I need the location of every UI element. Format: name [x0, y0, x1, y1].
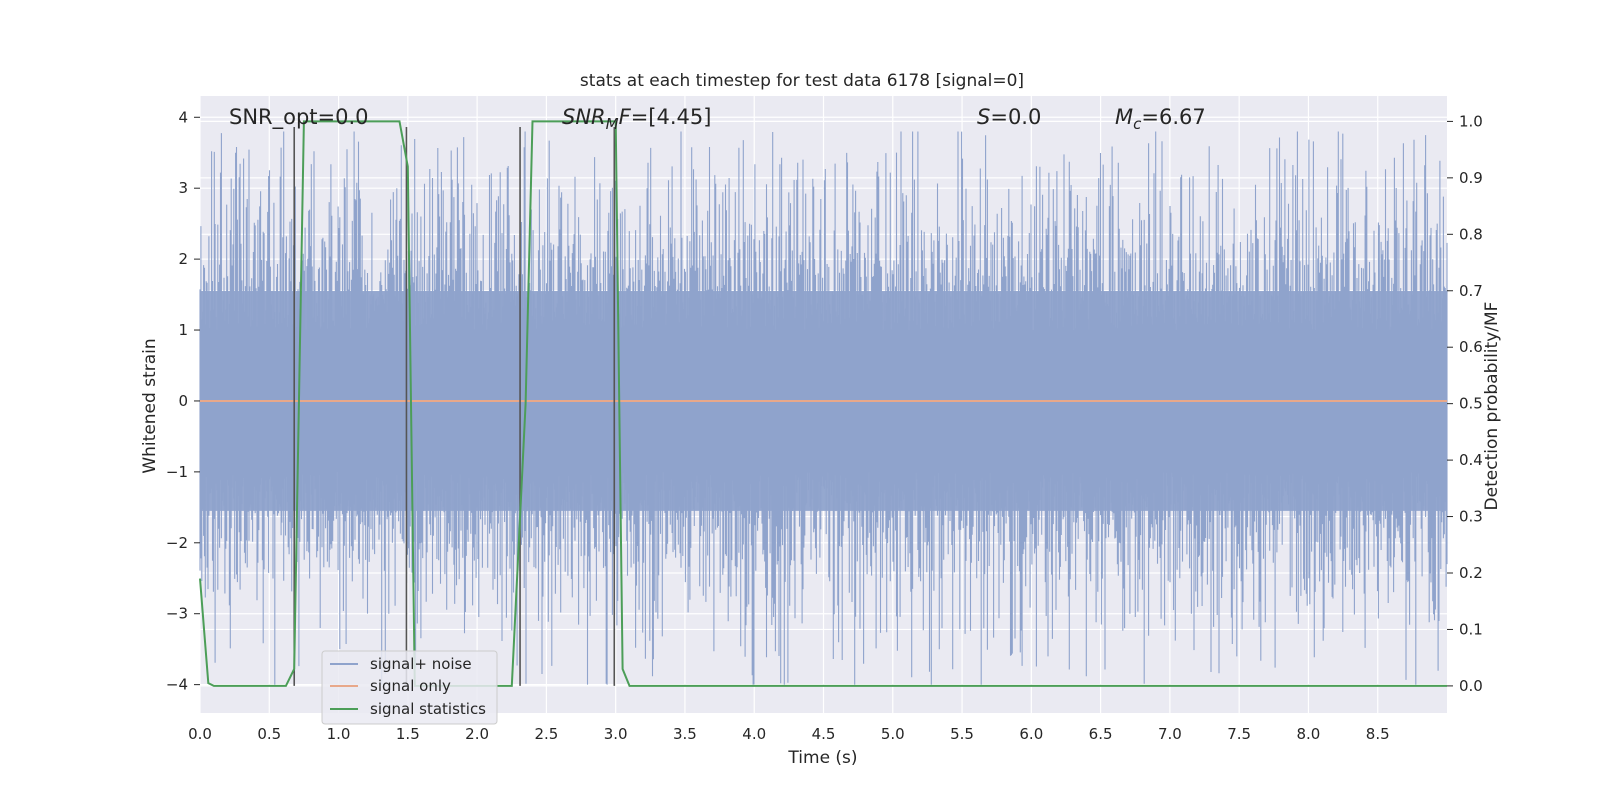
y2-axis-ticks: 1.0 0.9 0.8 0.7 0.6 0.5 0.4 0.3 0.2 0.1 0.0 — [1447, 112, 1483, 695]
y-tick-label: 1 — [178, 321, 188, 339]
vertical-markers — [293, 127, 616, 686]
y-axis-label: Whitened strain — [140, 338, 160, 473]
y2-tick-label: 0.4 — [1459, 451, 1483, 469]
y2-tick-label: 0.1 — [1459, 620, 1483, 638]
annotation-part: =0.0 — [990, 105, 1041, 129]
x-tick-label: 0.0 — [188, 725, 212, 743]
x-tick-label: 7.0 — [1158, 725, 1182, 743]
x-tick-label: 3.0 — [604, 725, 628, 743]
x-tick-label: 5.5 — [950, 725, 974, 743]
x-tick-label: 7.5 — [1227, 725, 1251, 743]
y2-tick-label: 0.9 — [1459, 169, 1483, 187]
annotation-part: M — [1115, 105, 1133, 129]
annotation-snr-mf: SNRMF=[4.45] — [562, 105, 711, 133]
annotation-chirp-mass: Mc=6.67 — [1115, 105, 1206, 133]
annotation-part: =6.67 — [1141, 105, 1205, 129]
annotation-part: M — [606, 115, 619, 133]
x-tick-label: 6.0 — [1019, 725, 1043, 743]
y2-tick-label: 0.7 — [1459, 282, 1483, 300]
legend: signal+ noise signal only signal statist… — [321, 650, 498, 725]
annotation-part: F — [619, 105, 632, 129]
x-tick-label: 4.0 — [742, 725, 766, 743]
annotation-s-statistic: S=0.0 — [977, 105, 1041, 129]
x-tick-label: 8.5 — [1366, 725, 1390, 743]
x-tick-label: 8.0 — [1297, 725, 1321, 743]
x-tick-label: 2.5 — [534, 725, 558, 743]
signal-statistics-line — [199, 120, 1447, 687]
annotation-part: =[4.45] — [631, 105, 712, 129]
x-tick-label: 0.5 — [257, 725, 281, 743]
y2-tick-label: 1.0 — [1459, 112, 1483, 130]
x-tick-label: 4.5 — [812, 725, 836, 743]
annotation-part: c — [1133, 115, 1142, 133]
y2-tick-label: 0.6 — [1459, 338, 1483, 356]
y-tick-label: 2 — [178, 250, 188, 268]
legend-label-signal-noise: signal+ noise — [370, 655, 472, 673]
x-tick-label: 1.5 — [396, 725, 420, 743]
y2-tick-label: 0.0 — [1459, 677, 1483, 695]
annotation-part: S — [977, 105, 990, 129]
y2-tick-label: 0.8 — [1459, 225, 1483, 243]
x-tick-label: 1.0 — [327, 725, 351, 743]
y-tick-label: −1 — [166, 463, 188, 481]
legend-label-signal-statistics: signal statistics — [370, 700, 486, 718]
chart-title: stats at each timestep for test data 617… — [580, 71, 1024, 91]
annotation-part: SNR — [562, 105, 606, 129]
y-tick-label: −4 — [166, 676, 188, 694]
y2-tick-label: 0.3 — [1459, 508, 1483, 526]
y-tick-label: 0 — [178, 392, 188, 410]
annotation-part: SNR_opt=0.0 — [229, 105, 369, 130]
x-tick-label: 3.5 — [673, 725, 697, 743]
legend-label-signal-only: signal only — [370, 677, 451, 695]
y2-axis-label: Detection probability/MF — [1482, 302, 1502, 511]
y2-tick-label: 0.2 — [1459, 564, 1483, 582]
x-axis-ticks: 0.0 0.5 1.0 1.5 2.0 2.5 3.0 3.5 4.0 4.5 5.0 5.5 6.0 6… — [188, 725, 1390, 743]
y-axis-ticks: 4 3 2 1 0 −1 −2 −3 −4 — [166, 108, 200, 694]
y-tick-label: 3 — [178, 179, 188, 197]
y-tick-label: −3 — [166, 605, 188, 623]
y2-tick-label: 0.5 — [1459, 395, 1483, 413]
annotation-snr-opt: SNR_opt=0.0 — [229, 105, 369, 130]
x-tick-label: 2.0 — [465, 725, 489, 743]
x-tick-label: 5.0 — [881, 725, 905, 743]
y-tick-label: 4 — [178, 108, 188, 126]
y-tick-label: −2 — [166, 534, 188, 552]
legend-box — [321, 650, 498, 725]
x-tick-label: 6.5 — [1089, 725, 1113, 743]
x-axis-label: Time (s) — [787, 748, 857, 768]
